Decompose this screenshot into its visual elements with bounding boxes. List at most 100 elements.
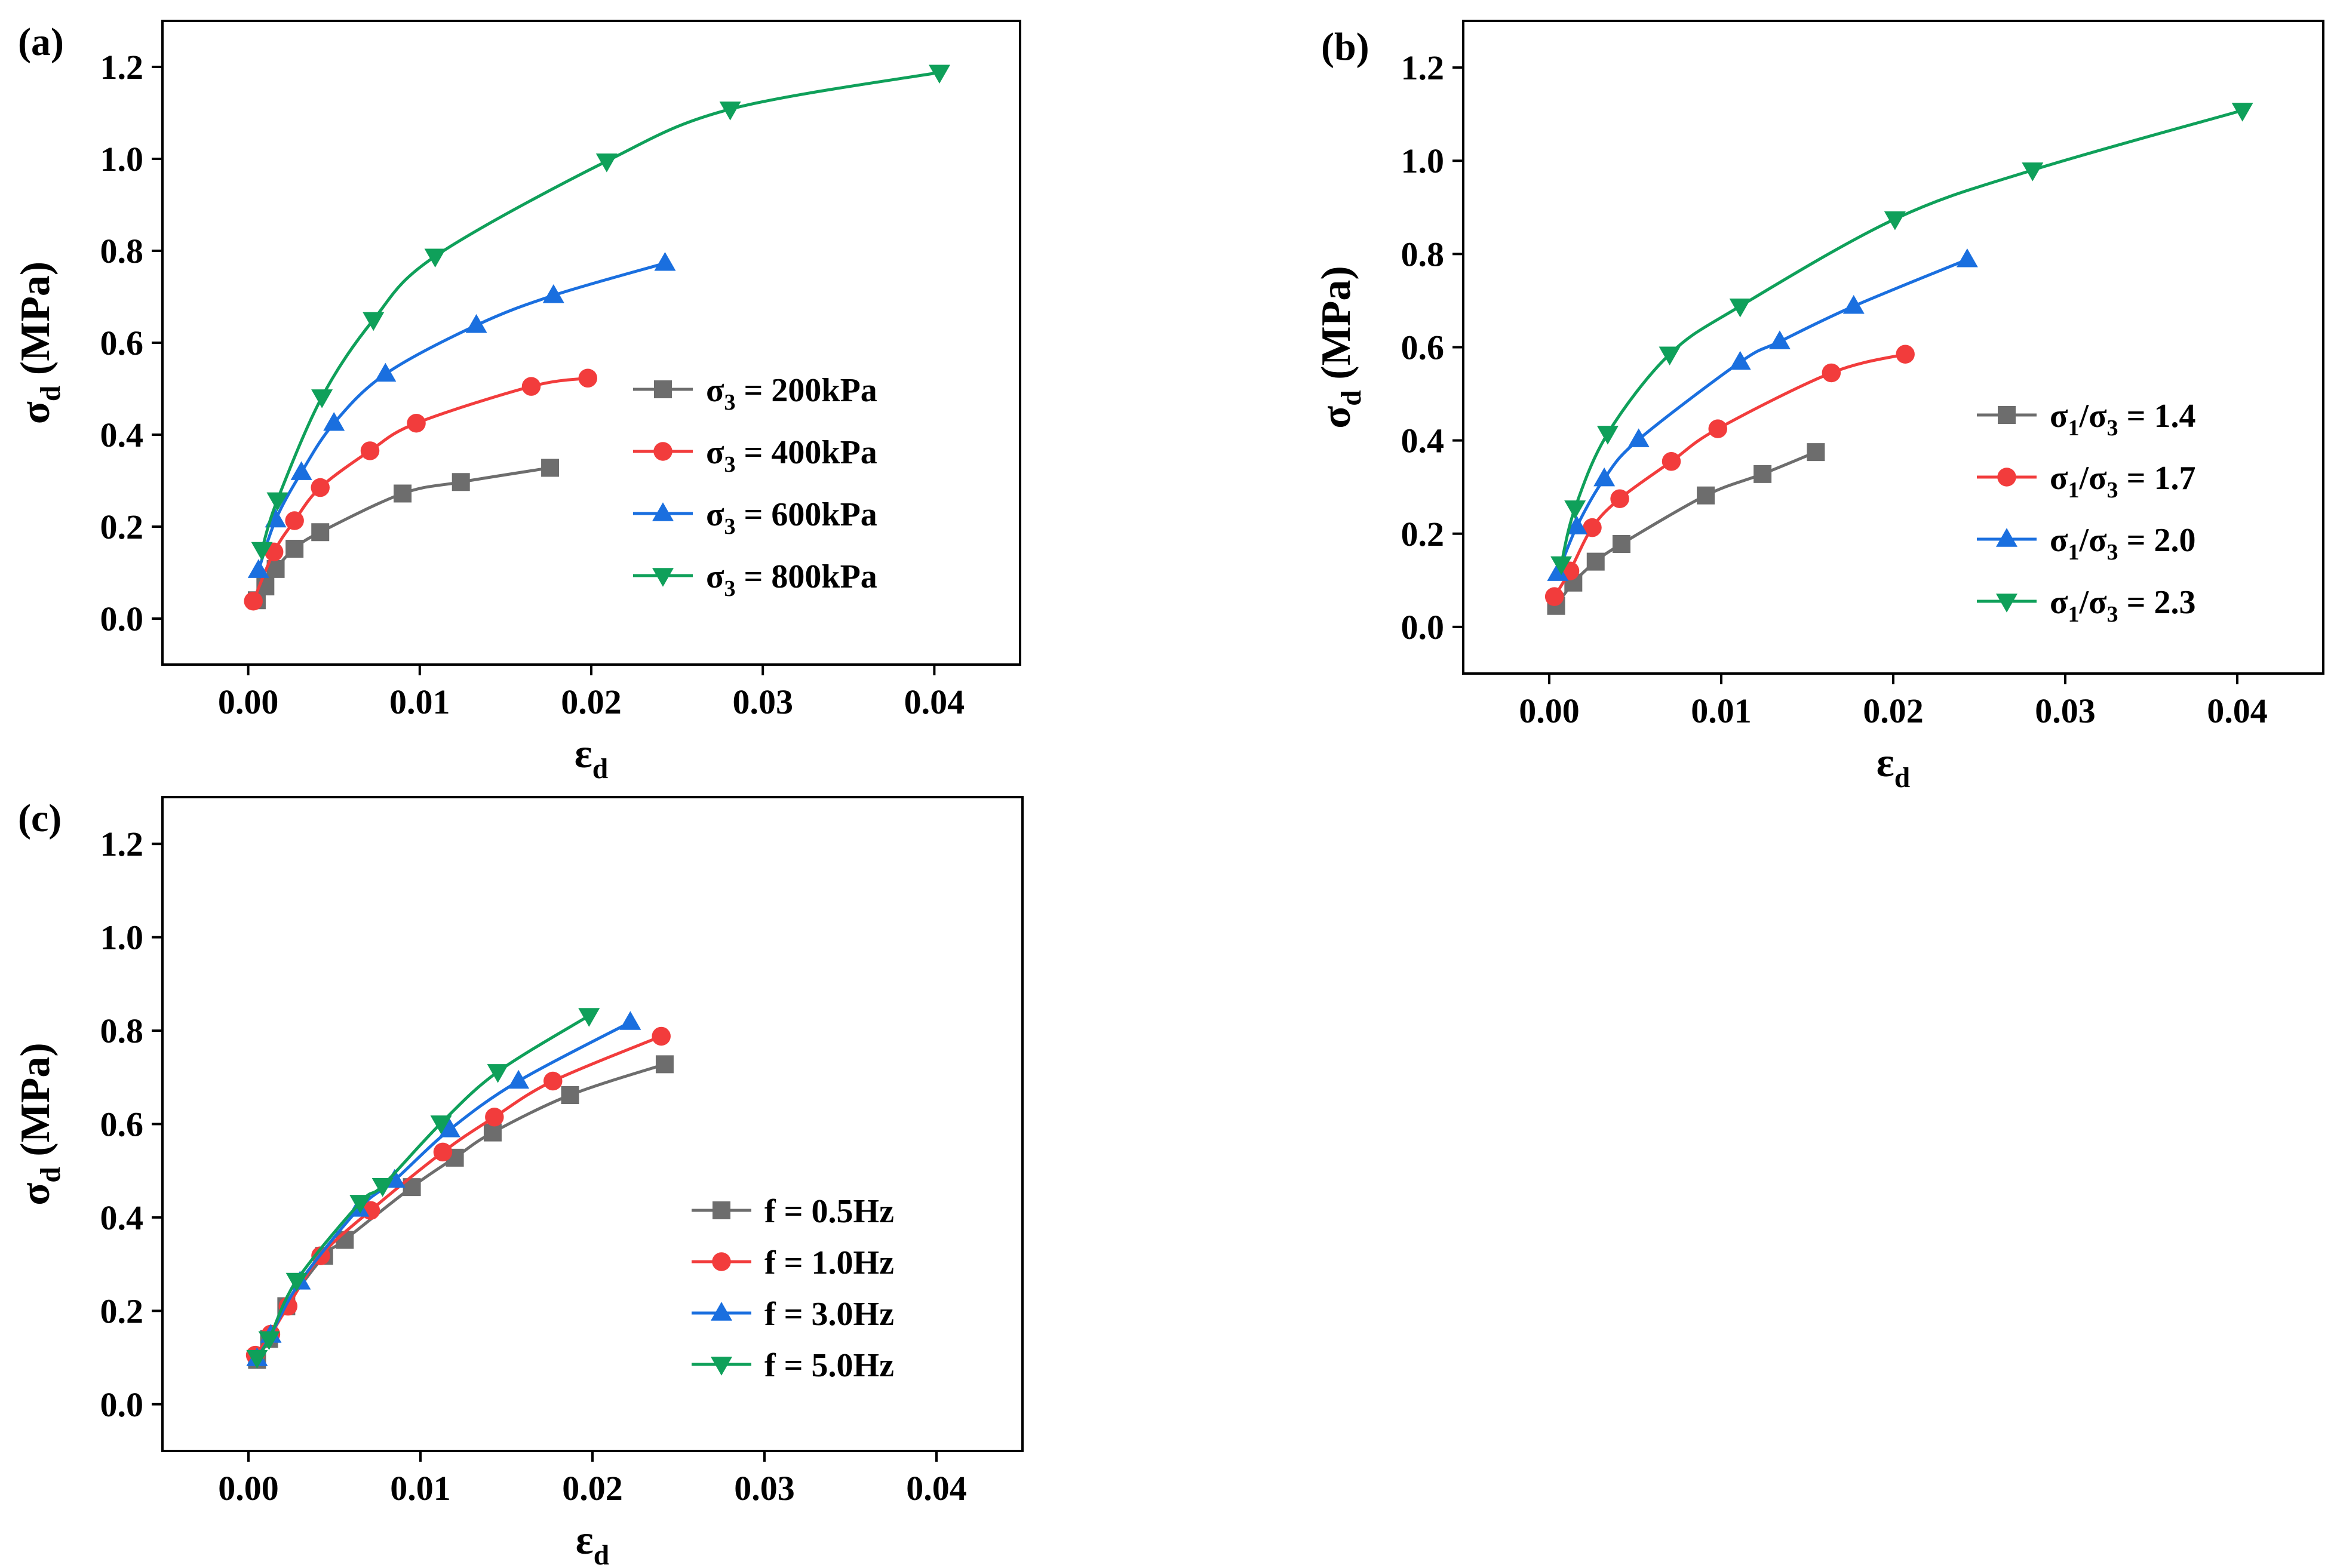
data-point xyxy=(251,542,273,561)
data-point xyxy=(266,492,288,512)
data-point xyxy=(655,1055,674,1074)
legend-marker xyxy=(1998,406,2016,424)
data-point xyxy=(1593,467,1616,487)
legend-entry: σ1/σ3 = 1.7 xyxy=(1977,460,2196,503)
x-tick-label: 0.01 xyxy=(390,1469,451,1508)
data-point xyxy=(1566,515,1588,534)
x-tick-label: 0.03 xyxy=(732,682,793,721)
legend-label: σ1/σ3 = 2.0 xyxy=(2050,522,2196,565)
legend-label: f = 1.0Hz xyxy=(764,1244,894,1281)
data-point xyxy=(349,1195,371,1214)
y-axis-label: σd (MPa) xyxy=(1313,266,1367,429)
data-point xyxy=(311,523,330,542)
legend-marker xyxy=(654,380,672,398)
legend-marker xyxy=(1996,594,2017,613)
data-point xyxy=(360,441,380,460)
data-point xyxy=(438,1118,460,1137)
legend-label: σ1/σ3 = 1.7 xyxy=(2050,460,2196,503)
x-tick-label: 0.00 xyxy=(218,682,279,721)
plot-frame xyxy=(1462,20,2324,675)
legend-entry: σ1/σ3 = 1.4 xyxy=(1977,398,2196,441)
y-tick-label: 1.2 xyxy=(100,825,144,863)
data-point xyxy=(285,511,304,530)
data-point xyxy=(452,473,470,491)
data-point xyxy=(403,1178,421,1197)
x-tick-label: 0.00 xyxy=(218,1469,279,1508)
panel-a: (a) 0.00 0.01 0.02 0.03 0.04 0.0 0.2 0.4 0.6 0.8 1.… xyxy=(13,20,1021,785)
legend-entry: f = 1.0Hz xyxy=(692,1244,894,1281)
data-point xyxy=(595,153,618,173)
data-point xyxy=(619,1011,641,1030)
data-point xyxy=(719,102,741,121)
data-point xyxy=(371,1177,394,1197)
y-tick-label: 0.4 xyxy=(1401,422,1445,460)
legend-label: σ3 = 600kPa xyxy=(706,496,877,539)
legend-entry: σ3 = 200kPa xyxy=(633,372,877,415)
series-line xyxy=(256,1063,665,1361)
y-tick-label: 0.8 xyxy=(100,232,144,270)
data-point xyxy=(1586,552,1605,571)
x-tick-label: 0.02 xyxy=(562,1469,623,1508)
legend-label: σ3 = 400kPa xyxy=(706,434,877,477)
data-point xyxy=(1729,351,1751,370)
data-point xyxy=(1610,489,1629,508)
panel-label: (a) xyxy=(18,20,64,64)
y-axis-label: σd (MPa) xyxy=(13,1043,66,1206)
legend-marker xyxy=(711,1357,732,1376)
x-tick-label: 0.04 xyxy=(2207,691,2268,730)
data-point xyxy=(247,559,269,578)
x-tick-label: 0.01 xyxy=(389,682,450,721)
data-point xyxy=(652,1026,671,1046)
legend-marker xyxy=(713,1201,730,1219)
series-4 xyxy=(1550,103,2253,576)
data-point xyxy=(1662,452,1681,471)
y-tick-label: 0.8 xyxy=(1401,235,1445,273)
y-tick-label: 0.0 xyxy=(1401,608,1445,647)
data-point xyxy=(1822,363,1841,383)
y-tick-label: 1.2 xyxy=(1401,48,1445,87)
legend-label: f = 5.0Hz xyxy=(764,1347,894,1384)
data-point xyxy=(407,414,426,433)
series-3 xyxy=(1547,248,1978,581)
x-tick-label: 0.04 xyxy=(906,1469,967,1508)
legend-entry: σ1/σ3 = 2.0 xyxy=(1977,522,2196,565)
legend-marker xyxy=(652,568,674,587)
data-point xyxy=(311,389,333,408)
data-point xyxy=(323,412,345,431)
series-2 xyxy=(245,1026,671,1365)
data-point xyxy=(508,1069,530,1089)
data-point xyxy=(1842,295,1865,314)
y-tick-label: 0.2 xyxy=(100,1292,144,1330)
x-axis-label: εd xyxy=(1877,740,1910,794)
data-point xyxy=(1956,248,1978,268)
y-tick-label: 0.6 xyxy=(1401,328,1445,367)
y-tick-label: 0.0 xyxy=(100,599,144,638)
data-point xyxy=(578,368,598,388)
data-point xyxy=(258,1331,280,1351)
data-point xyxy=(290,461,312,480)
legend-entry: σ1/σ3 = 2.3 xyxy=(1977,584,2196,627)
panel-label: (b) xyxy=(1321,25,1369,69)
data-point xyxy=(363,312,385,331)
y-axis-label: σd (MPa) xyxy=(13,262,66,425)
data-point xyxy=(1612,534,1630,553)
data-point xyxy=(1550,556,1573,576)
panel-b: (b) 0.00 0.01 0.02 0.03 0.04 0.0 0.2 0.4 0.6 0.8 1.… xyxy=(1313,20,2324,794)
y-tick-label: 0.2 xyxy=(1401,515,1445,554)
data-point xyxy=(374,362,397,382)
data-point xyxy=(394,484,412,503)
y-tick-label: 0.0 xyxy=(100,1385,144,1424)
legend-label: σ3 = 800kPa xyxy=(706,558,877,601)
data-point xyxy=(1697,486,1715,505)
legend-entry: f = 3.0Hz xyxy=(692,1296,894,1333)
y-tick-label: 0.4 xyxy=(100,1198,144,1237)
data-point xyxy=(1564,500,1586,519)
data-point xyxy=(2231,103,2253,122)
x-tick-label: 0.03 xyxy=(734,1469,795,1508)
data-point xyxy=(1708,419,1727,438)
x-tick-label: 0.02 xyxy=(1863,691,1924,730)
legend-label: σ3 = 200kPa xyxy=(706,372,877,415)
y-tick-label: 1.0 xyxy=(100,140,144,179)
data-point xyxy=(541,459,560,477)
